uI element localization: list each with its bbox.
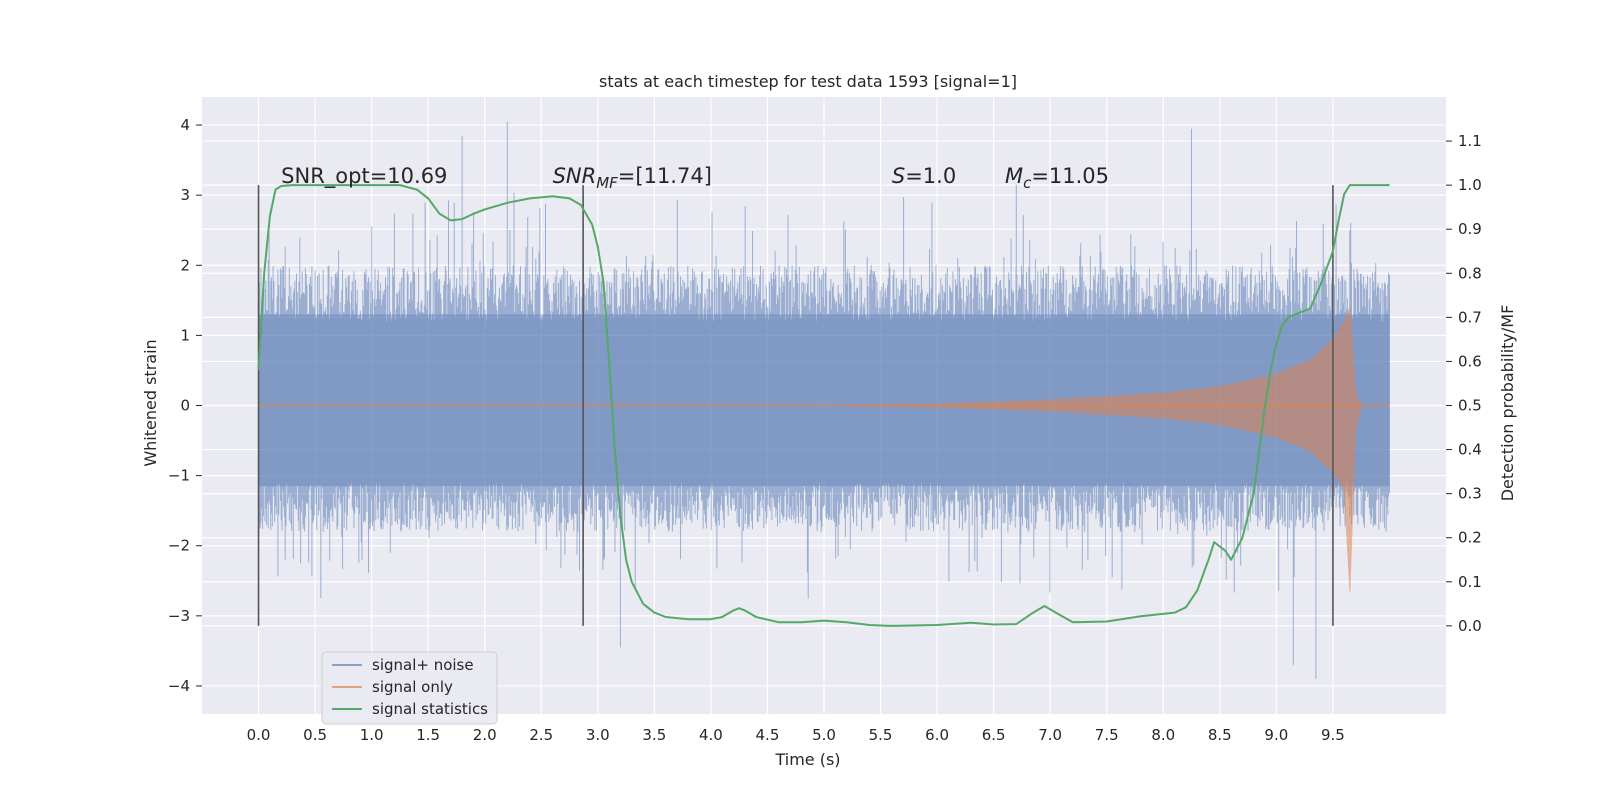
series-signal-statistics	[257, 184, 1390, 627]
x-tick-label: 3.0	[586, 726, 610, 744]
x-axis-ticks: 0.0 0.5 1.0 1.5 2.0 2.5 3.0 3.5 4.0 4.5 5.0 5.5 6.0 6…	[247, 726, 1345, 744]
x-tick-label: 5.0	[812, 726, 836, 744]
y-axis-left-ticks: 4 3 2 1 0 −1 −2 −3 −4	[168, 116, 202, 695]
x-tick-label: 8.0	[1151, 726, 1175, 744]
legend: signal+ noise signal only signal statist…	[321, 651, 498, 725]
annotation-snrmf: SNRMF=[11.74]	[553, 164, 712, 192]
x-tick-label: 9.5	[1321, 726, 1345, 744]
y-right-tick-label: 0.7	[1458, 308, 1482, 326]
legend-label-signal-noise: signal+ noise	[372, 656, 474, 674]
y-axis-right-label: Detection probability/MF	[1498, 305, 1517, 502]
y-left-tick-label: −2	[168, 537, 190, 555]
annotations: SNR_opt=10.69 SNRMF=[11.74] S=1.0 Mc=11.05	[281, 164, 1109, 192]
y-left-tick-label: −3	[168, 607, 190, 625]
y-left-tick-label: −4	[168, 677, 190, 695]
x-tick-label: 1.5	[416, 726, 440, 744]
y-left-tick-label: 0	[180, 397, 190, 415]
legend-label-signal-only: signal only	[372, 678, 453, 696]
annotation-subscript: MF	[596, 174, 618, 192]
y-right-tick-label: 0.4	[1458, 441, 1482, 459]
y-right-tick-label: 1.0	[1458, 176, 1482, 194]
x-tick-label: 4.5	[756, 726, 780, 744]
y-right-tick-label: 0.6	[1458, 352, 1482, 370]
series-signal-only	[258, 307, 1390, 593]
x-tick-label: 2.5	[529, 726, 553, 744]
x-tick-label: 1.0	[360, 726, 384, 744]
annotation-base: M	[1005, 164, 1023, 188]
y-right-tick-label: 0.1	[1458, 573, 1482, 591]
annotation-value: =1.0	[905, 164, 956, 188]
y-right-tick-label: 0.3	[1458, 485, 1482, 503]
y-axis-right-ticks: 1.1 1.0 0.9 0.8 0.7 0.6 0.5 0.4 0.3 0.2 0.1 0.0	[1446, 132, 1482, 635]
x-tick-label: 0.5	[303, 726, 327, 744]
annotation-base: SNR	[553, 164, 597, 188]
x-tick-label: 4.0	[699, 726, 723, 744]
y-right-tick-label: 1.1	[1458, 132, 1482, 150]
annotation-s: S=1.0	[892, 164, 956, 188]
annotation-subscript: c	[1023, 174, 1032, 192]
x-tick-label: 6.0	[925, 726, 949, 744]
x-tick-label: 9.0	[1264, 726, 1288, 744]
x-axis-label: Time (s)	[774, 750, 840, 769]
legend-label-signal-statistics: signal statistics	[372, 700, 488, 718]
y-left-tick-label: 4	[180, 116, 190, 134]
x-tick-label: 5.5	[869, 726, 893, 744]
signal-only-trace	[258, 307, 1390, 593]
x-tick-label: 7.0	[1038, 726, 1062, 744]
legend-box	[321, 651, 498, 725]
annotation-value: =11.05	[1031, 164, 1109, 188]
y-left-tick-label: 2	[180, 256, 190, 274]
vertical-markers	[257, 185, 1334, 626]
y-left-tick-label: 3	[180, 186, 190, 204]
x-tick-label: 7.5	[1095, 726, 1119, 744]
y-left-tick-label: 1	[180, 326, 190, 344]
annotation-plain: SNR_opt=10.69	[281, 164, 447, 189]
y-right-tick-label: 0.9	[1458, 220, 1482, 238]
x-tick-label: 3.5	[642, 726, 666, 744]
signal-statistics-line	[257, 184, 1390, 627]
y-right-tick-label: 0.5	[1458, 397, 1482, 415]
x-tick-label: 0.0	[247, 726, 271, 744]
x-tick-label: 8.5	[1208, 726, 1232, 744]
annotation-base: S	[892, 164, 905, 188]
y-right-tick-label: 0.2	[1458, 529, 1482, 547]
y-right-tick-label: 0.8	[1458, 264, 1482, 282]
x-tick-label: 2.0	[473, 726, 497, 744]
x-tick-label: 6.5	[982, 726, 1006, 744]
annotation-mc: Mc=11.05	[1005, 164, 1109, 192]
y-left-tick-label: −1	[168, 467, 190, 485]
y-axis-left-label: Whitened strain	[141, 339, 160, 466]
chart-title: stats at each timestep for test data 159…	[599, 72, 1017, 91]
y-right-tick-label: 0.0	[1458, 617, 1482, 635]
annotation-value: =[11.74]	[618, 164, 712, 188]
